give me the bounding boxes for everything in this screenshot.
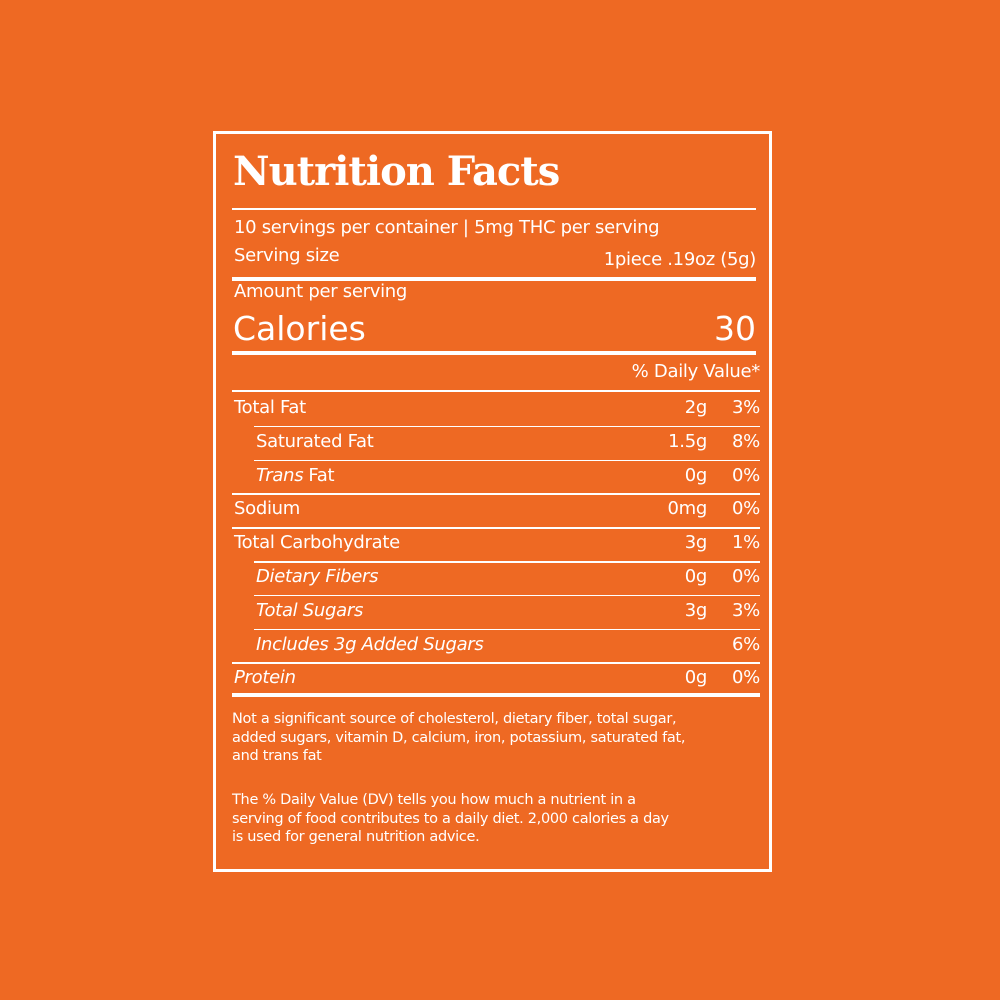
footnote-line: serving of food contributes to a daily d… [232,810,669,827]
nutrient-name: Sodium [234,498,300,519]
nutrient-name-part: Total Carbohydrate [234,532,400,554]
nutrient-name-part: Saturated Fat [256,430,374,452]
nutrient-name-part: Includes 3g Added Sugars [256,633,484,655]
footnote: The % Daily Value (DV) tells you how muc… [232,791,669,847]
nutrient-name: Total Sugars [256,600,363,621]
nutrient-dv: 3% [732,599,760,621]
nutrient-amount: 0mg [667,498,707,520]
nutrient-name: Total Carbohydrate [234,532,400,553]
nutrient-name-part: Dietary Fibers [256,566,379,587]
nutrient-name-part: Protein [234,667,296,689]
nutrient-amount: 0g [684,667,708,689]
nutrient-name: Dietary Fibers [256,566,379,587]
nutrient-name-part: Total Sugars [256,599,364,621]
calories-value: 30 [714,309,756,348]
footnote-line: added sugars, vitamin D, calcium, iron, … [232,729,686,746]
amount-per-serving: Amount per serving [234,281,408,302]
footnote-line: and trans fat [232,748,322,764]
nutrition-label: Nutrition Facts 10 servings per containe… [213,131,772,872]
nutrient-dv: 0% [732,667,760,689]
rule [232,390,760,392]
nutrient-amount: 3g [684,532,708,554]
serving-size-label: Serving size [234,245,340,266]
nutrient-dv: 3% [732,397,760,418]
rule [232,693,760,697]
rule [254,561,760,563]
rule [254,459,760,462]
rule [254,594,760,597]
footnote-line: Not a significant source of cholesterol,… [232,711,677,727]
rule [232,527,760,529]
nutrient-name: Total Fat [234,397,306,418]
rule [254,628,760,631]
rule [232,277,756,281]
footnote: Not a significant source of cholesterol,… [232,710,685,766]
rule [254,425,760,428]
rule [232,208,756,210]
nutrient-amount: 1.5g [668,430,707,452]
servings: 10 servings per container | 5mg THC per … [234,217,660,238]
nutrient-amount: 0g [684,566,708,587]
nutrient-dv: 1% [732,532,760,554]
nutrient-name-part: Sodium [234,498,301,520]
nutrient-name-part: Total Fat [234,397,306,418]
nutrient-name: Includes 3g Added Sugars [256,633,484,655]
nutrient-dv: 6% [732,633,760,655]
title: Nutrition Facts [233,148,560,195]
footnote-line: The % Daily Value (DV) tells you how muc… [232,792,636,808]
nutrient-dv: 8% [732,430,760,452]
nutrient-amount: 0g [684,464,708,486]
nutrient-name: Trans Fat [256,464,335,486]
rule [232,351,756,355]
nutrient-dv: 0% [732,566,760,587]
rule [232,662,760,664]
nutrient-name: Protein [234,667,296,688]
serving-size-value: 1piece .19oz (5g) [603,249,757,270]
nutrient-amount: 2g [684,397,708,418]
nutrient-dv: 0% [732,464,760,486]
footnote-line: is used for general nutrition advice. [232,829,480,845]
calories-label: Calories [233,309,366,348]
nutrient-dv: 0% [732,498,760,520]
nutrient-amount: 3g [684,599,708,621]
nutrient-name-part: Fat [308,464,335,486]
daily-value-header: % Daily Value* [631,361,761,382]
nutrient-name-part: Trans [256,464,304,486]
rule [232,493,760,495]
nutrient-name: Saturated Fat [256,431,374,452]
